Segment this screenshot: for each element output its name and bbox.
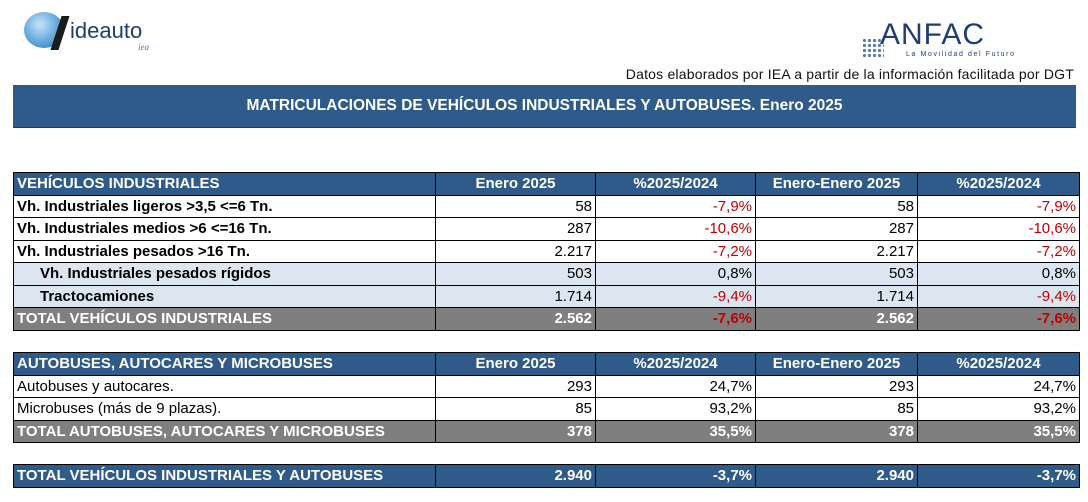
cell-percent: 0,8% [917, 262, 1080, 286]
cell-percent: -7,2% [917, 239, 1080, 263]
autobuses-table: AUTOBUSES, AUTOCARES Y MICROBUSES Enero … [13, 352, 1080, 443]
anfac-logo-tagline: La Movilidad del Futuro [906, 51, 1016, 58]
cell-value: 378 [435, 419, 596, 443]
cell-percent: -3,7% [917, 464, 1080, 488]
cell-percent: -9,4% [917, 284, 1080, 308]
cell-percent: -10,6% [595, 217, 756, 241]
column-header: Enero 2025 [435, 172, 596, 196]
total-label: TOTAL AUTOBUSES, AUTOCARES Y MICROBUSES [13, 419, 436, 443]
anfac-logo: ANFAC La Movilidad del Futuro [862, 18, 1032, 60]
grand-total-row: TOTAL VEHÍCULOS INDUSTRIALES Y AUTOBUSES… [13, 464, 1080, 488]
row-label: Tractocamiones [13, 284, 436, 308]
column-header: %2025/2024 [595, 172, 756, 196]
total-label: TOTAL VEHÍCULOS INDUSTRIALES [13, 307, 436, 331]
cell-value: 287 [755, 217, 918, 241]
anfac-dots-icon [862, 38, 884, 58]
cell-value: 2.562 [435, 307, 596, 331]
cell-percent: 35,5% [595, 419, 756, 443]
cell-value: 503 [435, 262, 596, 286]
cell-percent: 93,2% [917, 397, 1080, 421]
cell-percent: -9,4% [595, 284, 756, 308]
cell-percent: -7,6% [595, 307, 756, 331]
cell-value: 58 [435, 194, 596, 218]
cell-value: 287 [435, 217, 596, 241]
row-label: Autobuses y autocares. [13, 374, 436, 398]
cell-percent: 35,5% [917, 419, 1080, 443]
total-row: TOTAL VEHÍCULOS INDUSTRIALES 2.562 -7,6%… [13, 307, 1080, 331]
cell-percent: -7,9% [595, 194, 756, 218]
cell-value: 2.940 [755, 464, 918, 488]
total-row: TOTAL AUTOBUSES, AUTOCARES Y MICROBUSES … [13, 419, 1080, 443]
cell-value: 2.217 [755, 239, 918, 263]
cell-percent: -3,7% [595, 464, 756, 488]
anfac-logo-word: ANFAC [880, 18, 986, 51]
cell-value: 2.217 [435, 239, 596, 263]
cell-percent: 93,2% [595, 397, 756, 421]
table-row: Vh. Industriales medios >6 <=16 Tn. 287 … [13, 217, 1080, 241]
cell-value: 1.714 [755, 284, 918, 308]
section-header: AUTOBUSES, AUTOCARES Y MICROBUSES [13, 352, 436, 376]
cell-value: 378 [755, 419, 918, 443]
cell-percent: 24,7% [917, 374, 1080, 398]
row-label: Vh. Industriales pesados >16 Tn. [13, 239, 436, 263]
column-header: %2025/2024 [595, 352, 756, 376]
column-header: %2025/2024 [917, 352, 1080, 376]
section-header: VEHÍCULOS INDUSTRIALES [13, 172, 436, 196]
industriales-table: VEHÍCULOS INDUSTRIALES Enero 2025 %2025/… [13, 172, 1080, 331]
cell-value: 58 [755, 194, 918, 218]
table-row: Vh. Industriales pesados >16 Tn. 2.217 -… [13, 239, 1080, 263]
cell-percent: 24,7% [595, 374, 756, 398]
cell-value: 503 [755, 262, 918, 286]
cell-percent: 0,8% [595, 262, 756, 286]
page-title: MATRICULACIONES DE VEHÍCULOS INDUSTRIALE… [246, 97, 843, 114]
source-note: Datos elaborados por IEA a partir de la … [625, 66, 1074, 82]
ideauto-logo-sub: iea [138, 42, 149, 52]
cell-percent: -7,9% [917, 194, 1080, 218]
table-subrow: Vh. Industriales pesados rígidos 503 0,8… [13, 262, 1080, 286]
table-header-row: VEHÍCULOS INDUSTRIALES Enero 2025 %2025/… [13, 172, 1080, 196]
column-header: Enero 2025 [435, 352, 596, 376]
column-header: %2025/2024 [917, 172, 1080, 196]
row-label: Vh. Industriales pesados rígidos [13, 262, 436, 286]
cell-value: 293 [435, 374, 596, 398]
table-row: Autobuses y autocares. 293 24,7% 293 24,… [13, 374, 1080, 398]
row-label: Vh. Industriales medios >6 <=16 Tn. [13, 217, 436, 241]
ideauto-logo: ideauto iea [20, 10, 180, 52]
cell-value: 2.940 [435, 464, 596, 488]
cell-value: 1.714 [435, 284, 596, 308]
cell-percent: -7,6% [917, 307, 1080, 331]
ideauto-logo-word: ideauto [70, 18, 143, 43]
row-label: Microbuses (más de 9 plazas). [13, 397, 436, 421]
cell-value: 85 [435, 397, 596, 421]
grand-total-table: TOTAL VEHÍCULOS INDUSTRIALES Y AUTOBUSES… [13, 464, 1080, 488]
cell-value: 293 [755, 374, 918, 398]
cell-percent: -10,6% [917, 217, 1080, 241]
column-header: Enero-Enero 2025 [755, 172, 918, 196]
table-subrow: Tractocamiones 1.714 -9,4% 1.714 -9,4% [13, 284, 1080, 308]
grand-total-label: TOTAL VEHÍCULOS INDUSTRIALES Y AUTOBUSES [13, 464, 436, 488]
table-row: Microbuses (más de 9 plazas). 85 93,2% 8… [13, 397, 1080, 421]
table-row: Vh. Industriales ligeros >3,5 <=6 Tn. 58… [13, 194, 1080, 218]
cell-value: 2.562 [755, 307, 918, 331]
title-banner: MATRICULACIONES DE VEHÍCULOS INDUSTRIALE… [13, 85, 1076, 128]
cell-value: 85 [755, 397, 918, 421]
cell-percent: -7,2% [595, 239, 756, 263]
table-header-row: AUTOBUSES, AUTOCARES Y MICROBUSES Enero … [13, 352, 1080, 376]
row-label: Vh. Industriales ligeros >3,5 <=6 Tn. [13, 194, 436, 218]
column-header: Enero-Enero 2025 [755, 352, 918, 376]
